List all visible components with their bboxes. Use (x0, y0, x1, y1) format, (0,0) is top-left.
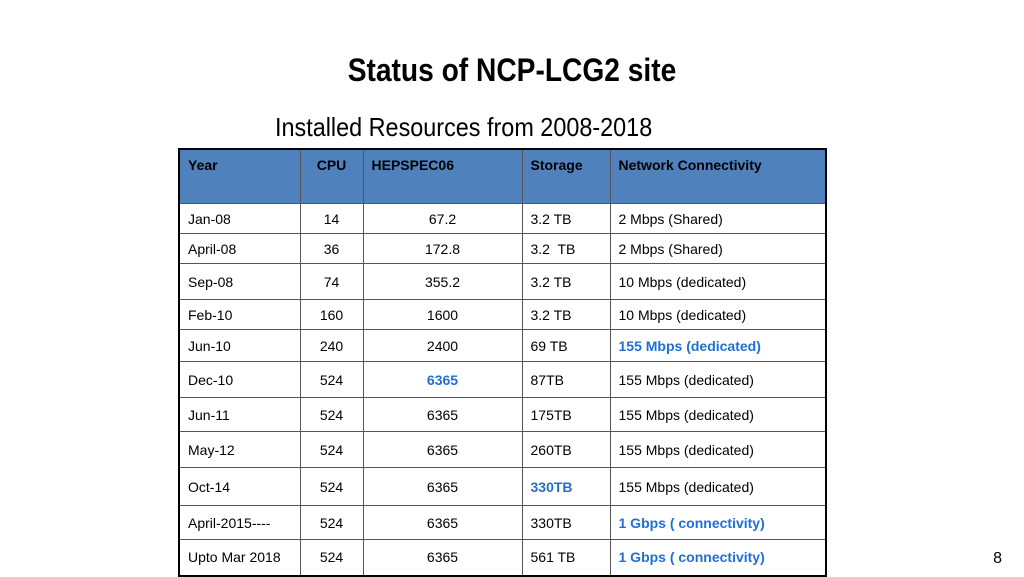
cell-cpu: 160 (299, 299, 364, 330)
cell-hepspec06: 355.2 (362, 263, 523, 300)
cell-cpu: 524 (299, 505, 364, 540)
cell-storage: 3.2 TB (521, 263, 611, 300)
table-row: Jan-08 14 67.2 3.2 TB 2 Mbps (Shared) (178, 203, 827, 234)
cell-hepspec06: 6365 (362, 361, 523, 398)
cell-storage: 3.2 TB (521, 233, 611, 264)
cell-year: April-2015---- (178, 505, 301, 540)
header-network: Network Connectivity (609, 148, 827, 204)
cell-storage: 3.2 TB (521, 299, 611, 330)
cell-year: Jun-11 (178, 397, 301, 432)
table-header-row: Year CPU HEPSPEC06 Storage Network Conne… (178, 148, 827, 204)
cell-hepspec06: 2400 (362, 329, 523, 362)
cell-network: 155 Mbps (dedicated) (609, 467, 827, 506)
cell-hepspec06: 6365 (362, 539, 523, 576)
cell-network: 2 Mbps (Shared) (609, 233, 827, 264)
resources-table: Year CPU HEPSPEC06 Storage Network Conne… (178, 148, 827, 577)
slide-title: Status of NCP-LCG2 site (347, 52, 677, 88)
cell-hepspec06: 6365 (362, 431, 523, 468)
table-row: May-12 524 6365 260TB 155 Mbps (dedicated) (178, 431, 827, 468)
cell-hepspec06: 6365 (362, 467, 523, 506)
table-row: Feb-10 160 1600 3.2 TB 10 Mbps (dedicated) (178, 299, 827, 330)
cell-network: 10 Mbps (dedicated) (609, 263, 827, 300)
cell-year: Oct-14 (178, 467, 301, 506)
cell-cpu: 36 (299, 233, 364, 264)
table-row: April-08 36 172.8 3.2 TB 2 Mbps (Shared) (178, 233, 827, 264)
cell-hepspec06: 67.2 (362, 203, 523, 234)
cell-storage: 69 TB (521, 329, 611, 362)
cell-network: 155 Mbps (dedicated) (609, 361, 827, 398)
cell-year: May-12 (178, 431, 301, 468)
cell-cpu: 524 (299, 397, 364, 432)
cell-network: 155 Mbps (dedicated) (609, 397, 827, 432)
table-row: Dec-10 524 6365 87TB 155 Mbps (dedicated) (178, 361, 827, 398)
cell-network: 155 Mbps (dedicated) (609, 431, 827, 468)
table-row: April-2015---- 524 6365 330TB 1 Gbps ( conne… (178, 505, 827, 540)
slide-subtitle: Installed Resources from 2008-2018 (275, 112, 653, 142)
cell-year: Dec-10 (178, 361, 301, 398)
cell-year: Sep-08 (178, 263, 301, 300)
cell-storage: 260TB (521, 431, 611, 468)
cell-storage: 330TB (521, 467, 611, 506)
header-storage: Storage (521, 148, 611, 204)
cell-cpu: 14 (299, 203, 364, 234)
cell-cpu: 74 (299, 263, 364, 300)
cell-year: Jan-08 (178, 203, 301, 234)
table-row: Upto Mar 2018 524 6365 561 TB 1 Gbps ( conne… (178, 539, 827, 576)
cell-year: Feb-10 (178, 299, 301, 330)
cell-network: 1 Gbps ( connectivity) (609, 505, 827, 540)
cell-hepspec06: 6365 (362, 505, 523, 540)
cell-storage: 175TB (521, 397, 611, 432)
cell-hepspec06: 1600 (362, 299, 523, 330)
cell-network: 155 Mbps (dedicated) (609, 329, 827, 362)
table-row: Sep-08 74 355.2 3.2 TB 10 Mbps (dedicated) (178, 263, 827, 300)
table-row: Jun-10 240 2400 69 TB 155 Mbps (dedicated) (178, 329, 827, 362)
page-number: 8 (993, 550, 1002, 567)
cell-storage: 87TB (521, 361, 611, 398)
cell-cpu: 240 (299, 329, 364, 362)
cell-cpu: 524 (299, 361, 364, 398)
table-body: Jan-08 14 67.2 3.2 TB 2 Mbps (Shared) April-0… (178, 203, 827, 576)
header-cpu: CPU (299, 148, 364, 204)
cell-network: 10 Mbps (dedicated) (609, 299, 827, 330)
cell-cpu: 524 (299, 431, 364, 468)
cell-cpu: 524 (299, 467, 364, 506)
table-row: Oct-14 524 6365 330TB 155 Mbps (dedicated) (178, 467, 827, 506)
header-year: Year (178, 148, 301, 204)
cell-storage: 330TB (521, 505, 611, 540)
header-hepspec06: HEPSPEC06 (362, 148, 523, 204)
cell-year: April-08 (178, 233, 301, 264)
cell-storage: 561 TB (521, 539, 611, 576)
cell-cpu: 524 (299, 539, 364, 576)
cell-year: Jun-10 (178, 329, 301, 362)
cell-network: 2 Mbps (Shared) (609, 203, 827, 234)
cell-year: Upto Mar 2018 (178, 539, 301, 576)
cell-hepspec06: 172.8 (362, 233, 523, 264)
cell-hepspec06: 6365 (362, 397, 523, 432)
table-row: Jun-11 524 6365 175TB 155 Mbps (dedicated) (178, 397, 827, 432)
cell-storage: 3.2 TB (521, 203, 611, 234)
cell-network: 1 Gbps ( connectivity) (609, 539, 827, 576)
